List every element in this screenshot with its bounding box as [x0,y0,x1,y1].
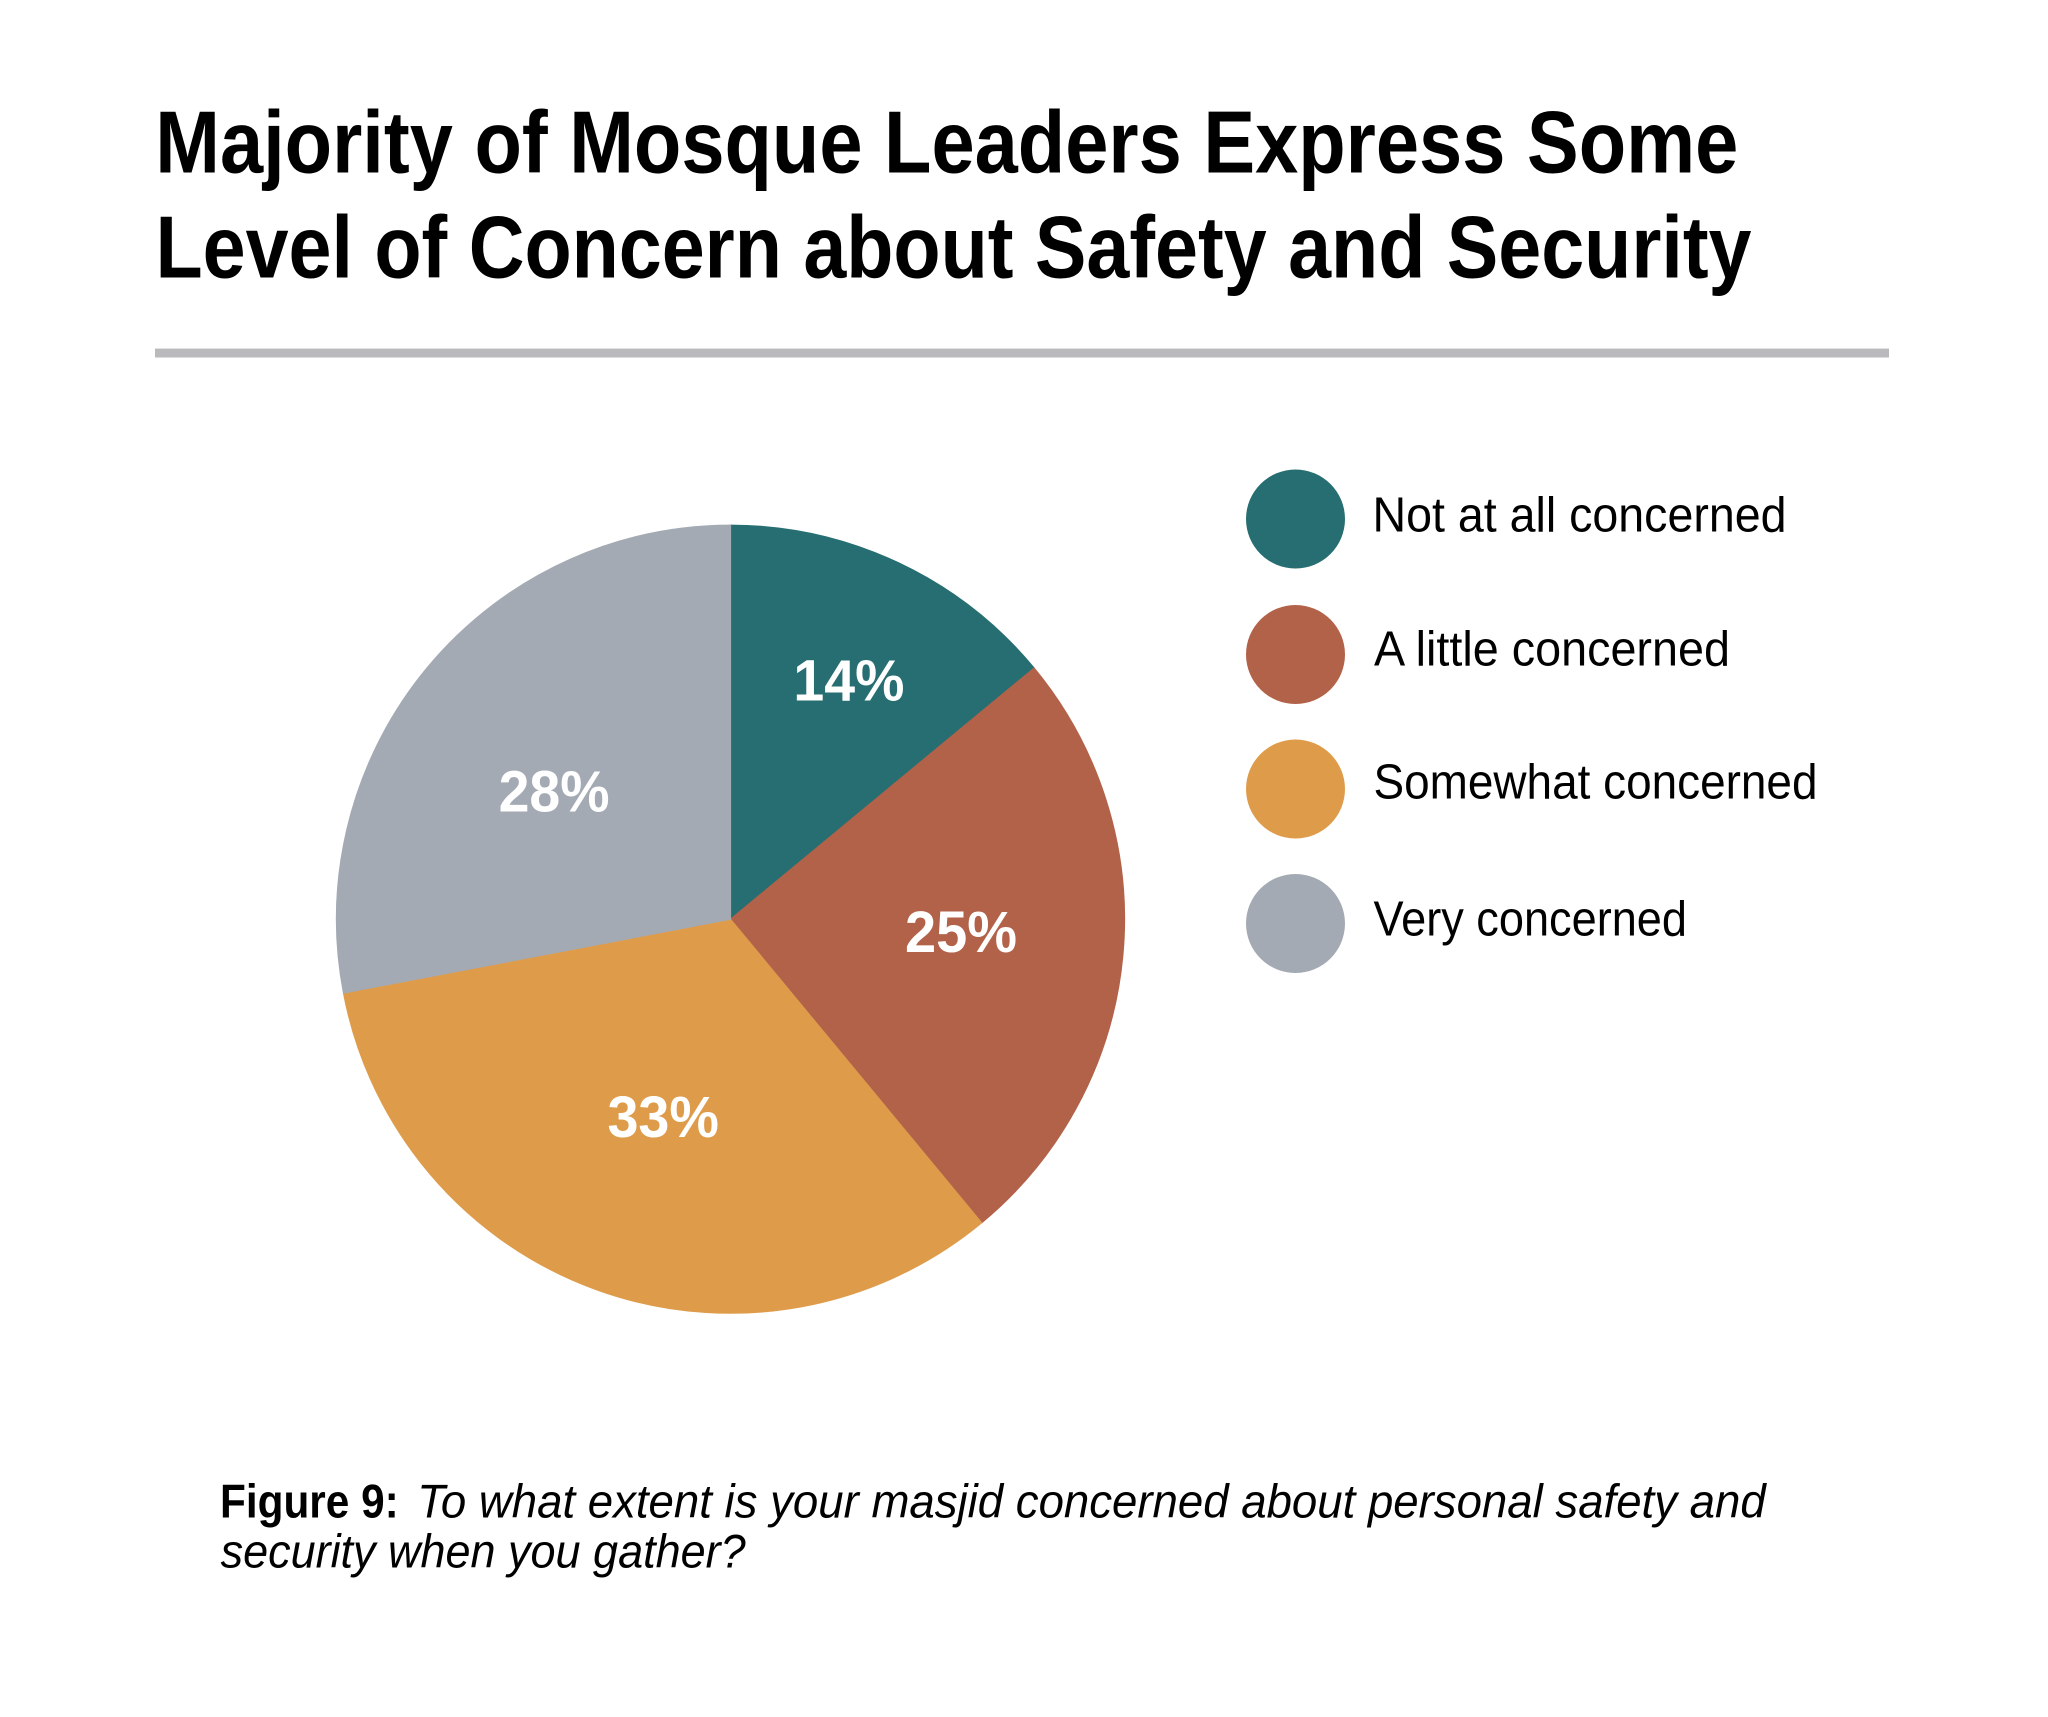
svg-text:Somewhat concerned: Somewhat concerned [1374,755,1818,810]
svg-text:A little concerned: A little concerned [1374,622,1730,677]
svg-text:14%: 14% [793,649,904,714]
svg-text:Very concerned: Very concerned [1374,891,1688,946]
svg-text:Level of Concern about Safety: Level of Concern about Safety and Securi… [156,197,1752,296]
svg-text:25%: 25% [905,900,1017,965]
svg-text:To what extent is your masjid: To what extent is your masjid concerned … [417,1475,1767,1528]
svg-text:Not at all concerned: Not at all concerned [1373,488,1787,543]
svg-text:Majority of Mosque Leaders Exp: Majority of Mosque Leaders Express Some [155,93,1738,192]
svg-text:security when you gather?: security when you gather? [221,1525,746,1578]
svg-text:33%: 33% [607,1085,719,1150]
svg-text:28%: 28% [499,759,610,824]
svg-text:Figure 9:: Figure 9: [220,1475,399,1528]
